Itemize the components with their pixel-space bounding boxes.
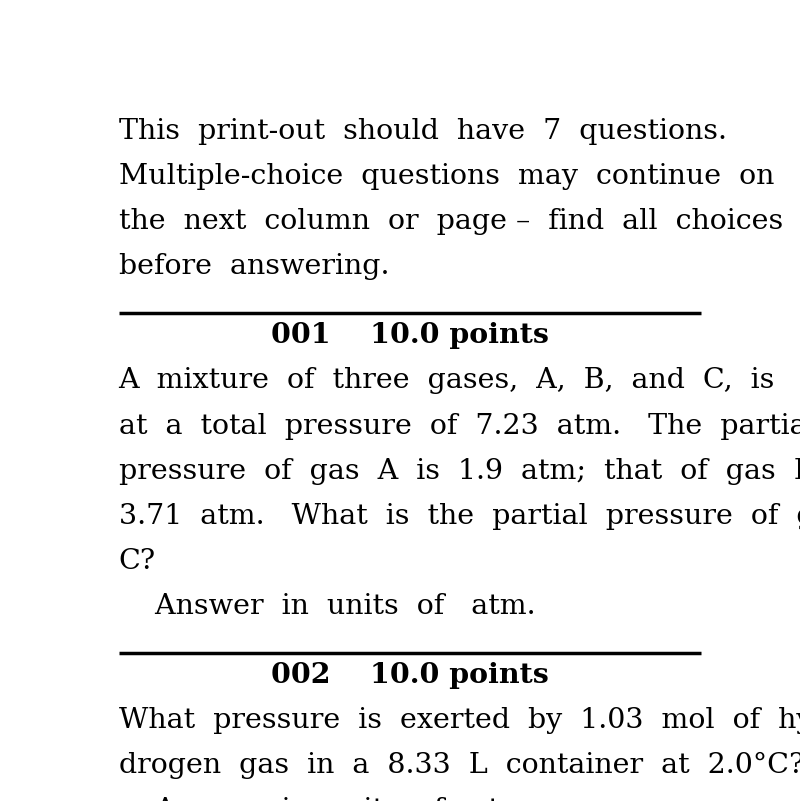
Text: 001    10.0 points: 001 10.0 points [271, 323, 549, 349]
Text: drogen  gas  in  a  8.33  L  container  at  2.0°C?: drogen gas in a 8.33 L container at 2.0°… [118, 752, 800, 779]
Text: before  answering.: before answering. [118, 253, 389, 280]
Text: This  print-out  should  have  7  questions.: This print-out should have 7 questions. [118, 118, 726, 145]
Text: 002    10.0 points: 002 10.0 points [271, 662, 549, 690]
Text: A  mixture  of  three  gases,  A,  B,  and  C,  is: A mixture of three gases, A, B, and C, i… [118, 368, 775, 395]
Text: C?: C? [118, 548, 156, 574]
Text: Multiple-choice  questions  may  continue  on: Multiple-choice questions may continue o… [118, 163, 774, 190]
Text: pressure  of  gas  A  is  1.9  atm;  that  of  gas  B  is: pressure of gas A is 1.9 atm; that of ga… [118, 457, 800, 485]
Text: What  pressure  is  exerted  by  1.03  mol  of  hy-: What pressure is exerted by 1.03 mol of … [118, 707, 800, 735]
Text: Answer  in  units  of   atm.: Answer in units of atm. [118, 797, 535, 801]
Text: Answer  in  units  of   atm.: Answer in units of atm. [118, 593, 535, 620]
Text: at  a  total  pressure  of  7.23  atm.   The  partial: at a total pressure of 7.23 atm. The par… [118, 413, 800, 440]
Text: 3.71  atm.   What  is  the  partial  pressure  of  gas: 3.71 atm. What is the partial pressure o… [118, 502, 800, 529]
Text: the  next  column  or  page –  find  all  choices: the next column or page – find all choic… [118, 207, 783, 235]
